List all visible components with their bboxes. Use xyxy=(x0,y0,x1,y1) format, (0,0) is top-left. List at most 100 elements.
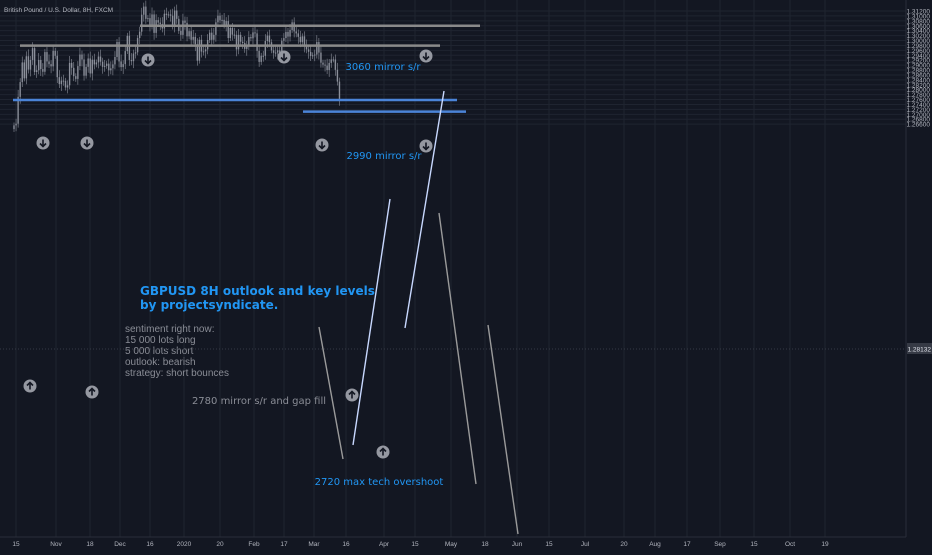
candle-body xyxy=(122,64,124,68)
y-tick-label: 1.27400 xyxy=(907,102,931,109)
level-label-2780: 2780 mirror s/r and gap fill xyxy=(192,396,326,407)
candle-body xyxy=(231,27,234,35)
candle-body xyxy=(176,10,178,19)
y-tick-label: 1.27800 xyxy=(907,92,931,99)
y-tick-label: 1.27200 xyxy=(907,107,931,114)
candle-body xyxy=(13,125,15,130)
candle-body xyxy=(120,61,122,68)
candle-body xyxy=(305,46,308,50)
candle-body xyxy=(190,31,192,40)
x-tick-label: 15 xyxy=(750,541,758,548)
candle-body xyxy=(58,77,61,85)
x-tick-label: 17 xyxy=(280,541,288,548)
price-axis[interactable]: 1.312001.310001.308001.306001.304001.302… xyxy=(907,9,931,129)
candle-body xyxy=(128,35,131,60)
y-tick-label: 1.28400 xyxy=(907,77,931,84)
y-tick-label: 1.30600 xyxy=(907,23,931,30)
candle-body xyxy=(77,66,79,79)
arrow-down-icon-head xyxy=(83,142,91,148)
x-tick-label: Apr xyxy=(379,541,390,548)
candle-body xyxy=(42,69,44,72)
sentiment-line: 15 000 lots long xyxy=(125,335,196,346)
arrow-up-icon-head xyxy=(88,387,96,393)
candle-body xyxy=(62,80,65,82)
candle-body xyxy=(159,22,161,25)
y-tick-label: 1.28600 xyxy=(907,72,931,79)
candle-body xyxy=(330,59,332,63)
candle-body xyxy=(217,15,219,23)
candle-body xyxy=(163,13,166,29)
candle-body xyxy=(180,30,182,35)
candle-body xyxy=(83,59,85,76)
x-tick-label: Jul xyxy=(581,541,590,548)
outlook-title-line1: GBPUSD 8H outlook and key levels xyxy=(140,284,375,298)
x-tick-label: Oct xyxy=(785,541,795,548)
arrow-down-icon-head xyxy=(422,145,430,151)
projection-line xyxy=(352,198,391,446)
candle-body xyxy=(184,20,186,23)
candle-body xyxy=(153,14,155,33)
candle-body xyxy=(93,59,96,65)
candle-body xyxy=(211,32,213,40)
candle-body xyxy=(25,56,28,79)
projection-line xyxy=(487,324,519,535)
x-tick-label: 18 xyxy=(481,541,489,548)
candle-body xyxy=(316,41,318,55)
candle-body xyxy=(229,27,231,39)
candle-body xyxy=(289,29,291,37)
candle-body xyxy=(252,32,254,39)
candle-body xyxy=(64,80,67,88)
candle-body xyxy=(225,21,227,25)
y-tick-label: 1.26800 xyxy=(907,117,931,124)
y-tick-label: 1.28000 xyxy=(907,87,931,94)
candle-body xyxy=(332,59,334,61)
y-tick-label: 1.27600 xyxy=(907,97,931,104)
candle-body xyxy=(46,52,48,62)
y-tick-label: 1.26600 xyxy=(907,122,931,129)
x-tick-label: Nov xyxy=(50,541,62,548)
candle-body xyxy=(318,41,320,53)
candle-body xyxy=(312,55,314,57)
arrow-down-icon xyxy=(277,50,291,64)
candle-body xyxy=(143,6,145,15)
candle-body xyxy=(301,36,304,43)
x-tick-label: 16 xyxy=(146,541,154,548)
sentiment-line: 5 000 lots short xyxy=(125,346,194,357)
candle-body xyxy=(309,51,312,57)
grid xyxy=(0,0,906,537)
candle-body xyxy=(75,76,77,79)
candle-body xyxy=(204,49,207,52)
arrow-down-icon xyxy=(80,136,94,150)
candle-body xyxy=(285,31,287,39)
candle-body xyxy=(114,57,116,65)
x-tick-label: Aug xyxy=(649,541,661,548)
y-tick-label: 1.29600 xyxy=(907,48,931,55)
candle-body xyxy=(108,63,110,71)
candle-body xyxy=(260,55,262,62)
candle-body xyxy=(276,50,279,53)
candle-body xyxy=(97,56,100,63)
x-tick-label: Feb xyxy=(248,541,260,548)
x-tick-label: 19 xyxy=(821,541,829,548)
candle-body xyxy=(118,41,120,62)
time-axis[interactable]: 15 Nov 18 Dec 16 2020 20 Feb 17 Mar 16 Apr 15 May 18 Ju… xyxy=(12,541,829,548)
level-label-3060: 3060 mirror s/r xyxy=(345,62,421,73)
y-tick-label: 1.30400 xyxy=(907,28,931,35)
arrow-down-icon xyxy=(315,138,329,152)
candle-body xyxy=(52,50,54,67)
candle-body xyxy=(287,31,289,37)
y-tick-label: 1.28200 xyxy=(907,82,931,89)
candle-body xyxy=(219,15,221,21)
y-tick-label: 1.29800 xyxy=(907,43,931,50)
candle-body xyxy=(124,51,126,65)
candle-body xyxy=(254,32,256,34)
candle-body xyxy=(33,48,36,73)
candle-body xyxy=(295,31,297,34)
sentiment-note: sentiment right now: 15 000 lots long 5 … xyxy=(125,324,229,379)
candle-body xyxy=(274,52,277,54)
candle-body xyxy=(336,69,339,82)
candle-body xyxy=(17,96,19,124)
candle-body xyxy=(147,18,149,20)
